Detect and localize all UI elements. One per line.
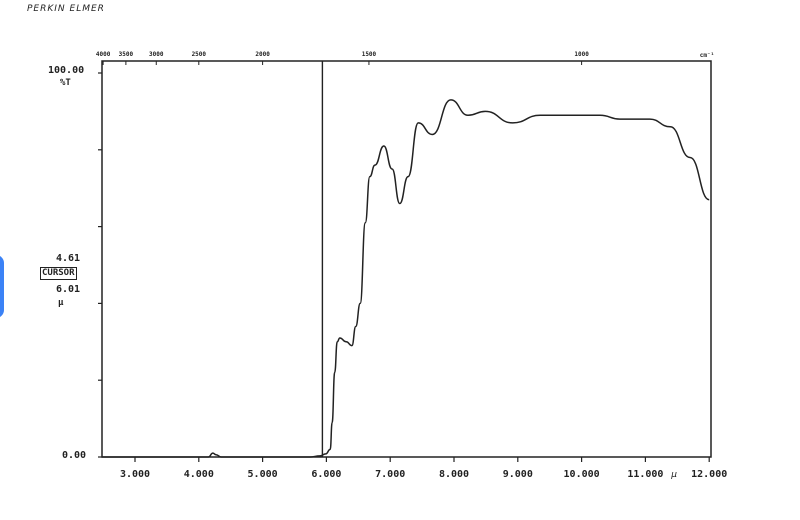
x-tick-label: 8.000 [439, 469, 469, 480]
x-tick-label: 3.000 [120, 469, 150, 480]
x-tick-label: 12.000 [691, 469, 727, 480]
top-tick-label: 1500 [362, 51, 377, 58]
top-tick-label: 1000 [574, 51, 589, 58]
plot-frame [101, 60, 712, 458]
y-unit-label: %T [60, 78, 71, 88]
top-tick-label: 4000 [96, 51, 111, 58]
top-axis-unit: cm⁻¹ [700, 52, 714, 59]
y-top-label: 100.00 [48, 65, 85, 76]
top-tick-label: 3500 [119, 51, 134, 58]
top-tick-label: 2000 [255, 51, 270, 58]
spectrum-line [101, 99, 710, 458]
x-tick-label: 7.000 [375, 469, 405, 480]
cursor-value-2: 6.01 [56, 284, 81, 295]
x-tick-label: 10.000 [564, 469, 600, 480]
x-tick-label: 6.000 [311, 469, 341, 480]
x-axis-label: µ [670, 470, 677, 480]
side-panel-tab[interactable] [0, 255, 4, 318]
cursor-value-1: 4.61 [56, 253, 81, 264]
cursor-button[interactable]: CURSOR [40, 267, 77, 280]
x-tick-label: 4.000 [184, 469, 214, 480]
y-bottom-label: 0.00 [62, 450, 87, 461]
top-tick-label: 3000 [149, 51, 164, 58]
x-tick-label: 9.000 [503, 469, 533, 480]
cursor-unit: µ [58, 298, 64, 308]
top-tick-label: 2500 [192, 51, 207, 58]
x-tick-label: 11.000 [627, 469, 663, 480]
brand-label: PERKIN ELMER [27, 4, 105, 14]
x-tick-label: 5.000 [248, 469, 278, 480]
